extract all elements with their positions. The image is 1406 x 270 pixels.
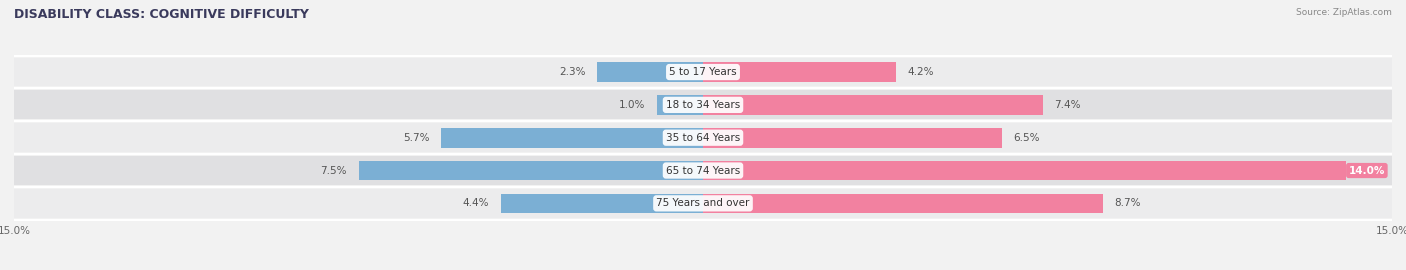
Text: Source: ZipAtlas.com: Source: ZipAtlas.com bbox=[1296, 8, 1392, 17]
Text: 8.7%: 8.7% bbox=[1114, 198, 1140, 208]
Bar bbox=[441, 128, 703, 147]
Bar bbox=[598, 62, 703, 82]
Text: 65 to 74 Years: 65 to 74 Years bbox=[666, 166, 740, 176]
Text: 5 to 17 Years: 5 to 17 Years bbox=[669, 67, 737, 77]
Bar bbox=[703, 62, 896, 82]
Bar bbox=[14, 90, 1392, 119]
Text: 35 to 64 Years: 35 to 64 Years bbox=[666, 133, 740, 143]
Bar bbox=[14, 123, 1392, 152]
Bar bbox=[14, 189, 1392, 218]
Text: 6.5%: 6.5% bbox=[1012, 133, 1039, 143]
Text: 7.4%: 7.4% bbox=[1054, 100, 1081, 110]
Bar bbox=[359, 161, 703, 180]
Bar bbox=[14, 58, 1392, 86]
Text: 4.4%: 4.4% bbox=[463, 198, 489, 208]
Bar bbox=[501, 194, 703, 213]
Bar bbox=[703, 95, 1043, 115]
Text: 7.5%: 7.5% bbox=[321, 166, 347, 176]
Text: 75 Years and over: 75 Years and over bbox=[657, 198, 749, 208]
Text: 18 to 34 Years: 18 to 34 Years bbox=[666, 100, 740, 110]
Text: DISABILITY CLASS: COGNITIVE DIFFICULTY: DISABILITY CLASS: COGNITIVE DIFFICULTY bbox=[14, 8, 309, 21]
Bar bbox=[703, 161, 1346, 180]
Text: 1.0%: 1.0% bbox=[619, 100, 645, 110]
Bar bbox=[14, 156, 1392, 185]
Text: 4.2%: 4.2% bbox=[907, 67, 934, 77]
Text: 5.7%: 5.7% bbox=[404, 133, 430, 143]
Bar bbox=[703, 194, 1102, 213]
Bar bbox=[657, 95, 703, 115]
Text: 2.3%: 2.3% bbox=[560, 67, 586, 77]
Bar bbox=[703, 128, 1001, 147]
Text: 14.0%: 14.0% bbox=[1348, 166, 1385, 176]
